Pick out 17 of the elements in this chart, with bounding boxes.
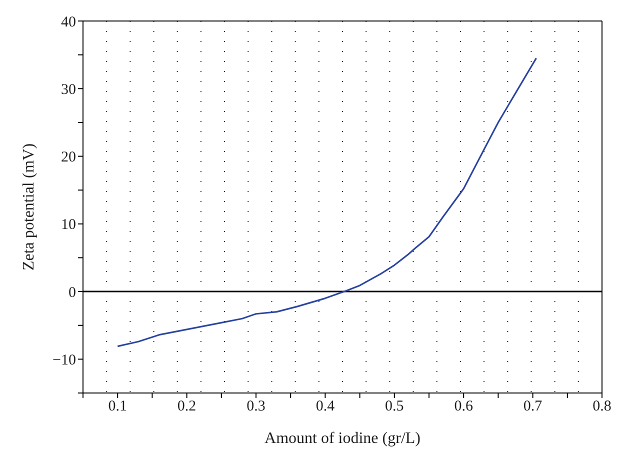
y-axis-title: Zeta potential (mV) xyxy=(20,143,38,271)
x-tick-label: 0.2 xyxy=(177,398,196,415)
x-tick-label: 0.7 xyxy=(523,398,543,415)
x-tick-label: 0.8 xyxy=(592,398,612,415)
y-tick-label: 20 xyxy=(61,150,76,166)
x-tick-label: 0.1 xyxy=(108,398,127,415)
y-tick-label: 40 xyxy=(61,14,76,30)
y-tick-label: 30 xyxy=(61,82,76,98)
y-tick-label: 10 xyxy=(61,217,76,234)
x-axis-title: Amount of iodine (gr/L) xyxy=(264,430,420,447)
y-tick-label: 0 xyxy=(68,284,76,301)
x-tick-label: 0.4 xyxy=(316,398,336,415)
x-tick-label: 0.3 xyxy=(246,398,266,415)
y-tick-label: −10 xyxy=(52,352,76,369)
line-series xyxy=(116,57,538,348)
x-tick-label: 0.6 xyxy=(454,398,474,415)
x-tick-label: 0.5 xyxy=(385,398,404,415)
